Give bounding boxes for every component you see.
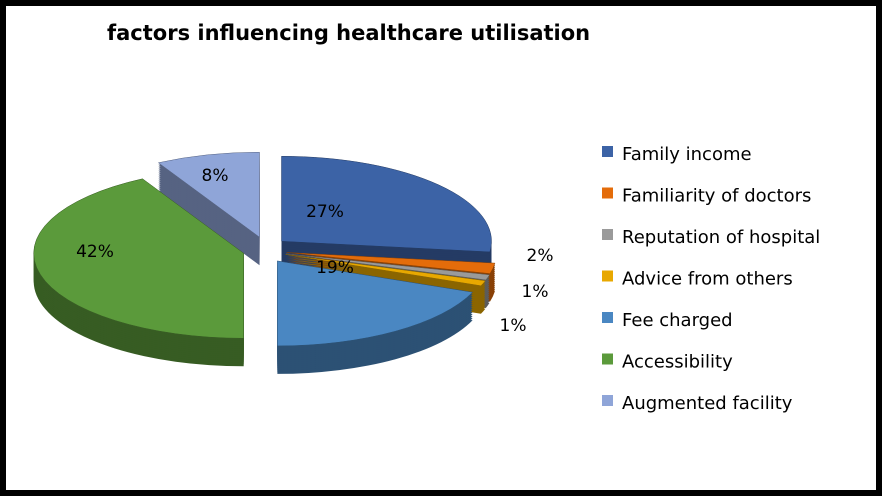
slice: [277, 260, 474, 347]
legend-swatch: [602, 146, 613, 157]
slice: [286, 252, 496, 274]
data-label: 1%: [522, 282, 549, 302]
legend-swatch: [602, 270, 613, 282]
legend-label: Family income: [622, 144, 752, 165]
data-label: 19%: [316, 258, 354, 278]
slice: [286, 253, 490, 281]
data-label: 27%: [306, 202, 344, 222]
slice-side: [285, 258, 486, 290]
legend-swatch: [602, 229, 613, 240]
data-label: 8%: [202, 166, 229, 186]
slice-side: [285, 260, 486, 292]
slice: [285, 254, 486, 287]
legend-label: Accessibility: [622, 352, 733, 373]
legend-label: Augmented facility: [622, 393, 793, 414]
data-label: 1%: [500, 316, 527, 336]
slice: [157, 151, 260, 238]
legend-swatch: [602, 395, 613, 406]
legend-label: Fee charged: [622, 310, 733, 331]
legend-swatch: [602, 312, 613, 323]
slice: [33, 178, 244, 339]
legend-label: Reputation of hospital: [622, 227, 820, 248]
pie: [33, 151, 496, 374]
data-label: 2%: [527, 246, 554, 266]
legend-swatch: [602, 353, 613, 365]
legend-label: Familiarity of doctors: [622, 186, 811, 207]
legend-swatch: [602, 187, 613, 199]
slice: [281, 156, 492, 253]
chart-title: factors influencing healthcare utilisati…: [107, 21, 590, 45]
data-label: 42%: [76, 242, 114, 262]
slice-side: [285, 256, 486, 288]
legend-label: Advice from others: [622, 269, 793, 290]
